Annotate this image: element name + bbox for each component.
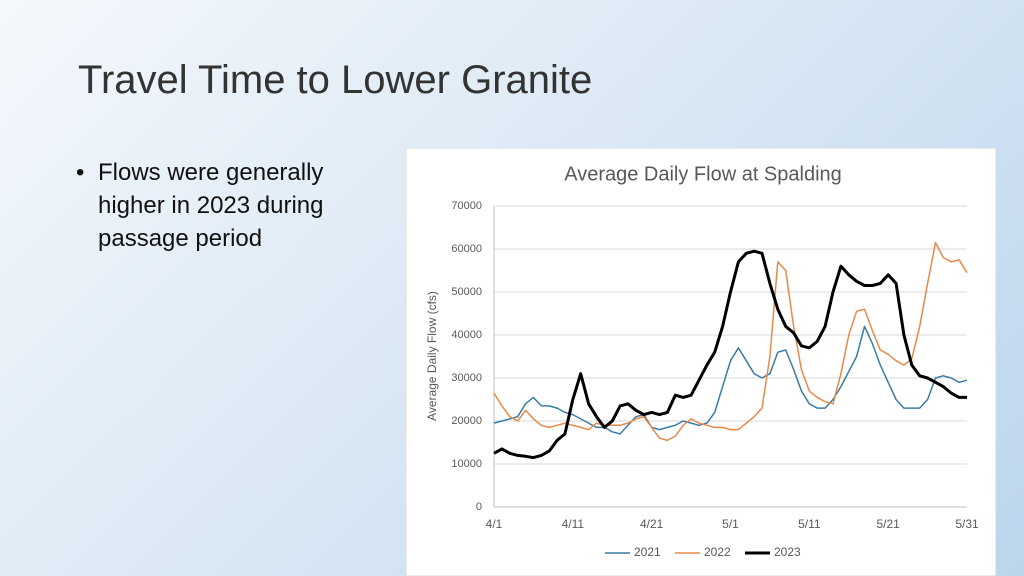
legend-label: 2022 xyxy=(704,545,731,559)
legend-label: 2021 xyxy=(634,545,661,559)
chart-title: Average Daily Flow at Spalding xyxy=(564,163,842,185)
x-tick-label: 5/31 xyxy=(955,517,979,531)
series-line xyxy=(493,325,968,435)
slide-title: Travel Time to Lower Granite xyxy=(78,58,593,102)
legend-label: 2023 xyxy=(774,545,801,559)
y-axis-label: Average Daily Flow (cfs) xyxy=(425,291,439,421)
series-line xyxy=(493,241,968,442)
x-tick-label: 4/1 xyxy=(486,517,503,531)
x-tick-label: 4/21 xyxy=(640,517,664,531)
y-tick-label: 10000 xyxy=(451,458,482,470)
y-tick-label: 70000 xyxy=(451,200,482,212)
x-tick-label: 5/11 xyxy=(798,517,821,531)
x-tick-label: 4/11 xyxy=(562,517,585,531)
series-line xyxy=(493,249,967,460)
y-tick-label: 50000 xyxy=(451,286,482,298)
y-tick-label: 40000 xyxy=(451,329,482,341)
y-tick-label: 20000 xyxy=(451,415,482,427)
y-tick-label: 60000 xyxy=(451,243,482,255)
chart: Average Daily Flow at Spalding Average D… xyxy=(406,148,996,576)
y-tick-label: 30000 xyxy=(451,372,482,384)
x-tick-label: 5/21 xyxy=(876,517,900,531)
bullet: Flows were generally higher in 2023 duri… xyxy=(76,156,366,255)
y-tick-label: 0 xyxy=(476,501,482,513)
x-tick-label: 5/1 xyxy=(722,517,739,531)
bullet-list: Flows were generally higher in 2023 duri… xyxy=(76,156,366,255)
